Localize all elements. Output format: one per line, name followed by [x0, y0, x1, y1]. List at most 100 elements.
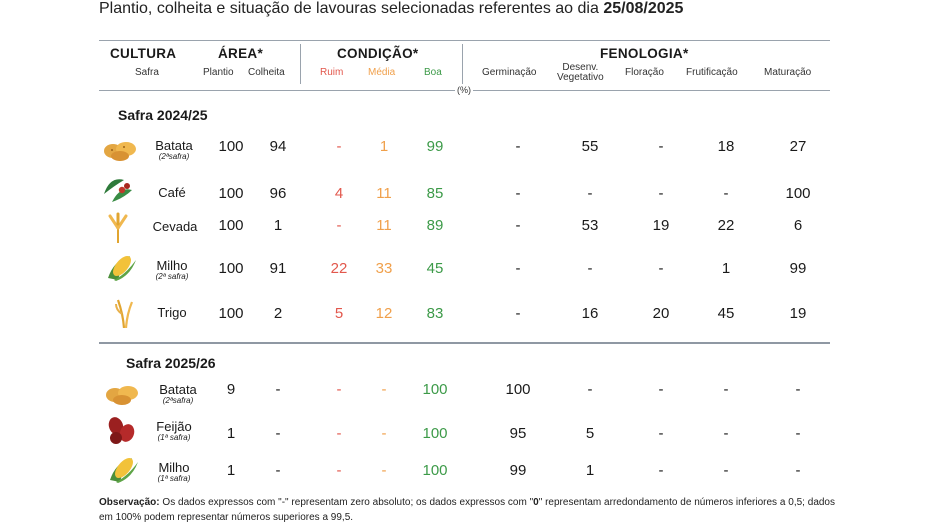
cell-ruim: -: [336, 138, 342, 155]
cell-frut: -: [723, 425, 729, 442]
page-title: Plantio, colheita e situação de lavouras…: [99, 0, 684, 17]
crop-name: Milho (2ª safra): [155, 258, 189, 281]
cell-germ: -: [515, 185, 521, 202]
cell-ruim: -: [336, 425, 342, 442]
section-rule: [99, 342, 830, 344]
section-label-2024-25: Safra 2024/25: [118, 107, 208, 123]
cell-plantio: 100: [218, 138, 244, 155]
header-boa: Boa: [424, 67, 442, 78]
cell-colheita: -: [275, 425, 281, 442]
cell-flor: -: [658, 138, 664, 155]
cell-frut: 1: [721, 260, 731, 277]
cell-plantio: 100: [218, 217, 244, 234]
header-colheita: Colheita: [248, 67, 285, 78]
header-plantio: Plantio: [203, 67, 234, 78]
cell-desenv: 16: [581, 305, 599, 322]
header-safra: Safra: [135, 67, 159, 78]
cell-mat: 99: [789, 260, 807, 277]
header-ruim: Ruim: [320, 67, 344, 78]
cell-flor: -: [658, 185, 664, 202]
cell-flor: -: [658, 381, 664, 398]
potato-icon: [104, 142, 136, 161]
cell-mat: 19: [789, 305, 807, 322]
cell-colheita: -: [275, 381, 281, 398]
cell-frut: -: [723, 381, 729, 398]
cell-frut: 18: [717, 138, 735, 155]
header-frutificacao: Frutificação: [686, 67, 738, 78]
header-floracao: Floração: [625, 67, 664, 78]
cell-flor: 19: [652, 217, 670, 234]
corn-icon: [110, 458, 138, 483]
cell-ruim: -: [336, 462, 342, 479]
cell-mat: -: [795, 381, 801, 398]
crop-name: Milho (1ª safra): [157, 460, 191, 483]
cell-germ: -: [515, 305, 521, 322]
bean-icon: [108, 417, 135, 444]
header-divider: [300, 44, 301, 84]
cell-media: 33: [375, 260, 393, 277]
cell-boa: 89: [426, 217, 444, 234]
crop-name: Batata (2ªsafra): [159, 382, 197, 405]
cell-germ: -: [515, 138, 521, 155]
cell-boa: 100: [422, 381, 448, 398]
cell-ruim: 22: [330, 260, 348, 277]
header-cultura: CULTURA: [110, 46, 177, 61]
cell-colheita: 94: [269, 138, 287, 155]
cell-boa: 99: [426, 138, 444, 155]
cell-plantio: 9: [226, 381, 236, 398]
report-date: 25/08/2025: [603, 0, 684, 17]
cell-media: 12: [375, 305, 393, 322]
cell-desenv: 53: [581, 217, 599, 234]
cell-plantio: 1: [226, 425, 236, 442]
header-area: ÁREA*: [218, 46, 264, 61]
header-maturacao: Maturação: [764, 67, 812, 78]
observation-note: Observação: Os dados expressos com "-" r…: [99, 497, 835, 523]
header-percent: (%): [455, 85, 473, 95]
cell-boa: 100: [422, 462, 448, 479]
cell-flor: -: [658, 462, 664, 479]
cell-frut: -: [723, 462, 729, 479]
cell-colheita: 2: [273, 305, 283, 322]
crop-name: Trigo: [157, 305, 187, 320]
cell-germ: -: [515, 217, 521, 234]
header-media: Média: [368, 67, 396, 78]
cell-germ: -: [515, 260, 521, 277]
cell-colheita: 1: [273, 217, 283, 234]
coffee-icon: [104, 179, 132, 202]
cell-germ: 95: [509, 425, 527, 442]
cell-mat: -: [795, 425, 801, 442]
cell-germ: 100: [505, 381, 531, 398]
cell-mat: -: [795, 462, 801, 479]
cell-plantio: 100: [218, 185, 244, 202]
cell-mat: 6: [793, 217, 803, 234]
barley-icon: [108, 212, 128, 243]
cell-media: -: [381, 381, 387, 398]
cell-plantio: 1: [226, 462, 236, 479]
header-top-rule: [99, 40, 830, 41]
cell-boa: 85: [426, 185, 444, 202]
header-fenologia: FENOLOGIA*: [600, 46, 689, 61]
header-divider: [462, 44, 463, 84]
cell-desenv: 55: [581, 138, 599, 155]
corn-icon: [108, 256, 136, 281]
cell-colheita: -: [275, 462, 281, 479]
crop-name: Feijão (1ª safra): [156, 419, 192, 442]
cell-plantio: 100: [218, 305, 244, 322]
crop-name: Cevada: [152, 219, 198, 234]
cell-ruim: 5: [334, 305, 344, 322]
section-label-2025-26: Safra 2025/26: [126, 355, 216, 371]
cell-boa: 83: [426, 305, 444, 322]
cell-frut: 45: [717, 305, 735, 322]
cell-desenv: -: [587, 381, 593, 398]
cell-frut: 22: [717, 217, 735, 234]
cell-plantio: 100: [218, 260, 244, 277]
header-condicao: CONDIÇÃO*: [337, 46, 419, 61]
cell-media: -: [381, 425, 387, 442]
cell-flor: 20: [652, 305, 670, 322]
cell-mat: 100: [785, 185, 811, 202]
cell-flor: -: [658, 425, 664, 442]
cell-germ: 99: [509, 462, 527, 479]
potato-icon: [106, 386, 138, 405]
cell-media: -: [381, 462, 387, 479]
cell-media: 1: [379, 138, 389, 155]
